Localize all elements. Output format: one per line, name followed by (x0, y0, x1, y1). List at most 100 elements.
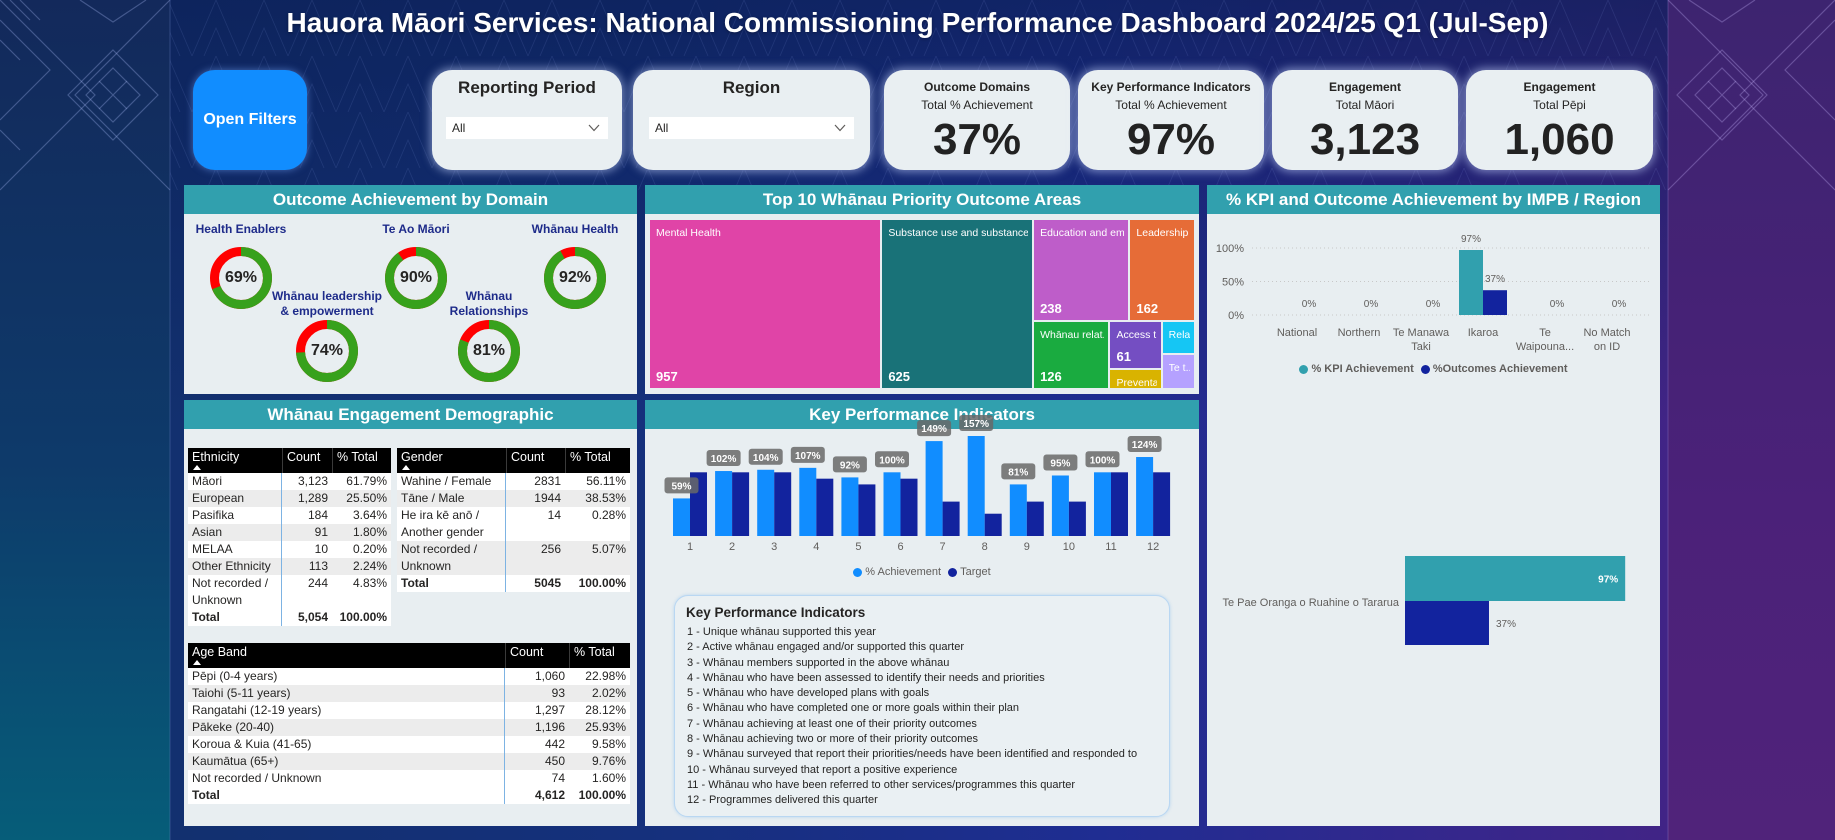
percent-total-cell: 2.02% (591, 686, 626, 700)
kpi-target-bar[interactable] (1026, 501, 1044, 536)
domain-donut[interactable]: 81% (457, 319, 521, 383)
legend-item-achievement[interactable]: % Achievement (853, 565, 941, 579)
count-column-header[interactable]: Count (282, 448, 332, 473)
treemap-cell[interactable]: Mental Health 957 (650, 220, 881, 388)
age-band-column-header[interactable]: Age Band (188, 643, 505, 668)
treemap-cell[interactable]: Te t... (1162, 355, 1194, 388)
percent-total-column-header[interactable]: % Total (569, 643, 630, 668)
open-filters-button[interactable]: Open Filters (193, 70, 307, 170)
domain-donut[interactable]: 74% (295, 319, 359, 383)
treemap-cell[interactable]: Whānau relat... 126 (1034, 321, 1109, 388)
treemap-cell[interactable]: Substance use and substance-r... 625 (882, 220, 1033, 388)
kpi-target-bar[interactable] (732, 472, 750, 536)
percent-total-column-header[interactable]: % Total (332, 448, 391, 473)
donut-achieved-segment[interactable] (458, 320, 520, 382)
kpi-achievement-bar[interactable] (1051, 475, 1069, 536)
domain-donut[interactable]: 90% (384, 246, 448, 310)
domain-donut[interactable]: 92% (543, 246, 607, 310)
donut-achieved-segment[interactable] (296, 320, 358, 382)
kpi-achievement-bar[interactable] (1094, 472, 1111, 536)
kpi-target-bar[interactable] (1068, 501, 1086, 536)
region-dropdown[interactable]: All (649, 117, 854, 139)
gender-column-header[interactable]: Gender (397, 448, 506, 473)
legend-item-outcomes-achievement[interactable]: %Outcomes Achievement (1420, 362, 1568, 376)
kpi-achievement-bar[interactable] (1459, 250, 1483, 315)
donut-achieved-segment[interactable] (385, 247, 447, 309)
outcomes-achievement-bar[interactable] (1405, 601, 1489, 645)
table-row[interactable]: Koroua & Kuia (41-65) 442 9.58% (188, 736, 630, 753)
domain-donut[interactable]: 69% (209, 246, 273, 310)
percent-total-cell: 56.11% (586, 474, 626, 488)
treemap-cell[interactable]: Rela... (1162, 321, 1194, 354)
y-axis-tick-label: 0% (1228, 310, 1244, 322)
legend-item-kpi-achievement[interactable]: % KPI Achievement (1299, 362, 1414, 376)
table-row[interactable]: Taiohi (5-11 years) 93 2.02% (188, 685, 630, 702)
table-row[interactable]: European 1,289 25.50% (188, 490, 391, 507)
percent-total-column-header[interactable]: % Total (565, 448, 630, 473)
x-axis-tick-label: No Match on ID (1583, 327, 1631, 353)
ethnicity-cell: Asian (188, 524, 282, 541)
kpi-achievement-bar[interactable] (925, 441, 943, 536)
table-row[interactable]: Rangatahi (12-19 years) 1,297 28.12% (188, 702, 630, 719)
table-row[interactable]: Not recorded / Unknown 256 5.07% (397, 541, 630, 575)
kpi-target-bar[interactable] (858, 484, 876, 536)
table-row[interactable]: Pēpi (0-4 years) 1,060 22.98% (188, 668, 630, 685)
table-row[interactable]: MELAA 10 0.20% (188, 541, 391, 558)
kpi-achievement-bar[interactable] (1405, 556, 1626, 601)
reporting-period-dropdown[interactable]: All (446, 117, 608, 139)
kpi-achievement-bar[interactable] (883, 472, 901, 536)
kpi-target-bar[interactable] (900, 478, 918, 536)
table-row[interactable]: Wahine / Female 2831 56.11% (397, 473, 630, 490)
card-subtitle: Total Pēpi (1533, 98, 1586, 112)
table-row[interactable]: Māori 3,123 61.79% (188, 473, 391, 490)
treemap-cell[interactable]: Access t... 61 (1110, 321, 1161, 369)
treemap-cell[interactable]: Leadership ... 162 (1130, 220, 1194, 320)
table-row[interactable]: Asian 91 1.80% (188, 524, 391, 541)
count-column-header[interactable]: Count (505, 643, 569, 668)
card-subtitle: Total Māori (1335, 98, 1395, 112)
kpi-achievement-bar[interactable] (757, 469, 775, 536)
table-row[interactable]: Tāne / Male 1944 38.53% (397, 490, 630, 507)
donut-ring (544, 247, 606, 309)
treemap-cell[interactable]: Preventa... (1110, 370, 1161, 388)
kpi-achievement-bar[interactable] (799, 467, 817, 536)
kpi-target-bar[interactable] (774, 472, 792, 536)
sort-ascending-icon (193, 465, 201, 470)
kpi-achievement-bar[interactable] (673, 498, 690, 536)
kpi-achievement-bar[interactable] (967, 436, 985, 536)
percent-total-total-cell: 100.00% (578, 788, 626, 802)
donut-achieved-segment[interactable] (210, 247, 272, 309)
kpi-achievement-bar[interactable] (841, 477, 859, 536)
donut-achieved-segment[interactable] (544, 247, 606, 309)
kpi-target-bar[interactable] (816, 478, 834, 536)
provider-axis-label: Te Pae Oranga o Ruahine o Tararua (1222, 597, 1399, 609)
outcomes-achievement-bar[interactable] (1483, 290, 1507, 315)
table-row[interactable]: Pasifika 184 3.64% (188, 507, 391, 524)
data-label: 37% (1496, 619, 1516, 630)
treemap-cell[interactable]: Education and em... 238 (1034, 220, 1129, 320)
count-cell: 442 (544, 737, 565, 751)
column-header-label: Gender (401, 450, 443, 464)
kpi-achievement-bar[interactable] (1009, 484, 1027, 536)
kpi-target-bar[interactable] (1153, 472, 1171, 536)
table-row[interactable]: Kaumātua (65+) 450 9.76% (188, 753, 630, 770)
table-row[interactable]: Not recorded / Unknown 244 4.83% (188, 575, 391, 609)
kpi-achievement-bar[interactable] (715, 471, 733, 536)
table-row[interactable]: Not recorded / Unknown 74 1.60% (188, 770, 630, 787)
kpi-definition-item: 11 - Whānau who have been referred to ot… (687, 778, 1076, 791)
kpi-target-bar[interactable] (984, 513, 1002, 536)
y-axis-tick-label: 50% (1222, 277, 1244, 289)
table-row[interactable]: Pākeke (20-40) 1,196 25.93% (188, 719, 630, 736)
legend-item-target[interactable]: Target (948, 565, 991, 579)
kpi-target-bar[interactable] (1111, 472, 1128, 536)
count-column-header[interactable]: Count (506, 448, 565, 473)
kpi-target-bar[interactable] (942, 501, 960, 536)
table-row[interactable]: He ira kē anō / Another gender 14 0.28% (397, 507, 630, 541)
ethnicity-cell: Other Ethnicity (188, 558, 282, 575)
ethnicity-column-header[interactable]: Ethnicity (188, 448, 282, 473)
table-row[interactable]: Other Ethnicity 113 2.24% (188, 558, 391, 575)
donut-value-label: 92% (558, 269, 592, 286)
decorative-diamond (1694, 67, 1750, 123)
kpi-achievement-bar[interactable] (1136, 457, 1154, 536)
decorative-triangle (79, 0, 147, 23)
